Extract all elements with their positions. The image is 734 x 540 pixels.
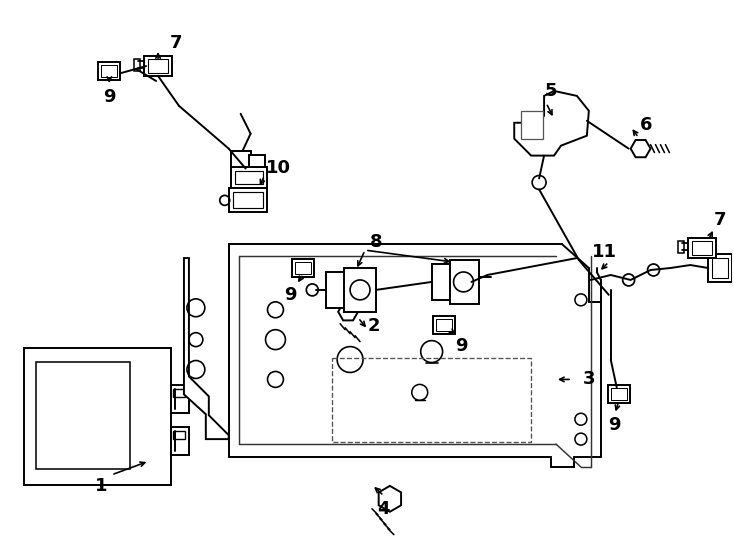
Polygon shape — [184, 258, 229, 439]
Text: 9: 9 — [103, 88, 115, 106]
Text: 8: 8 — [370, 233, 382, 251]
Bar — [688, 238, 716, 258]
Bar — [712, 258, 728, 278]
Text: 11: 11 — [592, 243, 617, 261]
Bar — [235, 171, 263, 185]
Text: 1: 1 — [95, 477, 108, 495]
Bar — [23, 348, 171, 485]
Bar — [333, 357, 531, 442]
Text: 6: 6 — [640, 116, 653, 134]
Bar — [173, 389, 185, 397]
Text: 7: 7 — [170, 34, 182, 52]
Bar — [436, 319, 451, 330]
Polygon shape — [379, 486, 401, 512]
Bar — [249, 154, 264, 166]
Bar — [521, 111, 543, 139]
Bar — [432, 316, 454, 334]
Bar — [36, 361, 130, 469]
Bar — [230, 151, 250, 166]
Bar — [292, 259, 314, 277]
Bar — [692, 241, 712, 255]
Bar — [233, 192, 263, 208]
Text: 9: 9 — [284, 286, 297, 304]
Bar — [432, 264, 449, 300]
Bar — [230, 166, 266, 188]
Bar — [173, 431, 185, 439]
Bar — [708, 254, 732, 282]
Polygon shape — [338, 303, 358, 320]
Bar — [171, 386, 189, 413]
Bar — [611, 388, 627, 400]
Bar — [134, 59, 140, 71]
Bar — [144, 56, 172, 76]
Bar — [326, 272, 346, 308]
Bar — [449, 260, 479, 304]
Bar — [608, 386, 630, 403]
Bar — [344, 268, 376, 312]
Text: 7: 7 — [714, 211, 727, 230]
Text: 9: 9 — [455, 336, 468, 355]
Bar — [678, 241, 684, 253]
Polygon shape — [631, 140, 650, 157]
Bar — [295, 262, 311, 274]
Text: 2: 2 — [368, 317, 380, 335]
Bar — [171, 427, 189, 455]
Text: 5: 5 — [545, 82, 557, 100]
Text: 4: 4 — [378, 500, 390, 518]
Text: 3: 3 — [583, 370, 595, 388]
Text: 10: 10 — [266, 159, 291, 177]
Bar — [229, 188, 266, 212]
Bar — [148, 59, 168, 73]
Bar — [98, 62, 120, 80]
Bar — [101, 65, 117, 77]
Polygon shape — [515, 91, 589, 156]
Text: 9: 9 — [608, 416, 621, 434]
